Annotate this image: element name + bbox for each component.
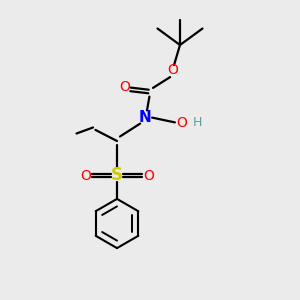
Text: O: O <box>119 80 130 94</box>
Text: N: N <box>139 110 152 124</box>
Text: H: H <box>192 116 202 130</box>
Text: O: O <box>167 64 178 77</box>
Text: O: O <box>176 116 187 130</box>
Text: O: O <box>80 169 91 182</box>
Text: O: O <box>143 169 154 182</box>
Text: S: S <box>111 167 123 184</box>
